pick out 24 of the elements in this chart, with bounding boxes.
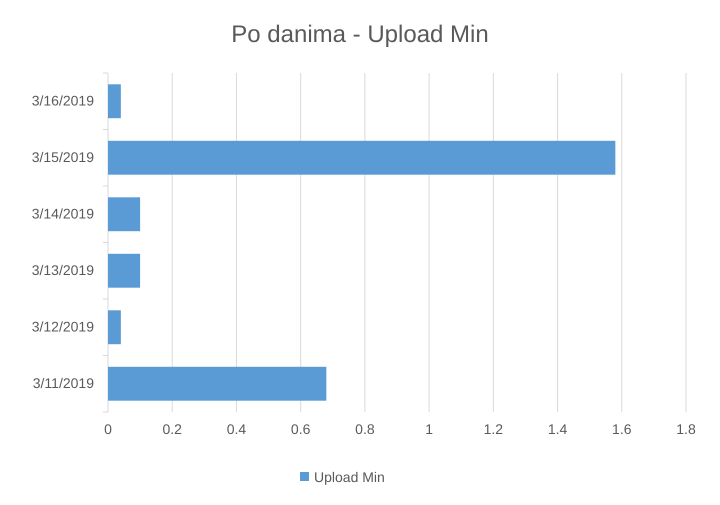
x-tick-label: 0.8	[355, 420, 375, 437]
x-tick-label: 1.8	[676, 420, 696, 437]
y-tick-label: 3/15/2019	[32, 149, 94, 166]
y-tick-label: 3/16/2019	[32, 92, 94, 109]
bar	[108, 366, 326, 401]
x-tick-label: 0.6	[290, 420, 311, 437]
y-tick-label: 3/12/2019	[32, 318, 94, 335]
x-tick-label: 0.2	[162, 420, 182, 437]
x-tick-label: 1	[425, 420, 434, 437]
x-tick-label: 0.4	[226, 420, 246, 437]
x-tick-label: 0	[104, 420, 112, 437]
legend-label: Upload Min	[314, 469, 385, 485]
bar	[108, 310, 121, 344]
bar	[108, 254, 140, 288]
bar	[108, 140, 616, 175]
y-tick-label: 3/13/2019	[32, 262, 94, 278]
chart-title: Po danima - Upload Min	[231, 21, 489, 48]
x-tick-label: 1.6	[612, 420, 632, 437]
bar	[108, 197, 140, 232]
bar	[108, 84, 121, 118]
x-tick-label: 1.2	[484, 420, 504, 437]
x-tick-label: 1.4	[548, 420, 568, 437]
y-tick-label: 3/11/2019	[32, 375, 94, 392]
y-tick-label: 3/14/2019	[32, 206, 94, 222]
